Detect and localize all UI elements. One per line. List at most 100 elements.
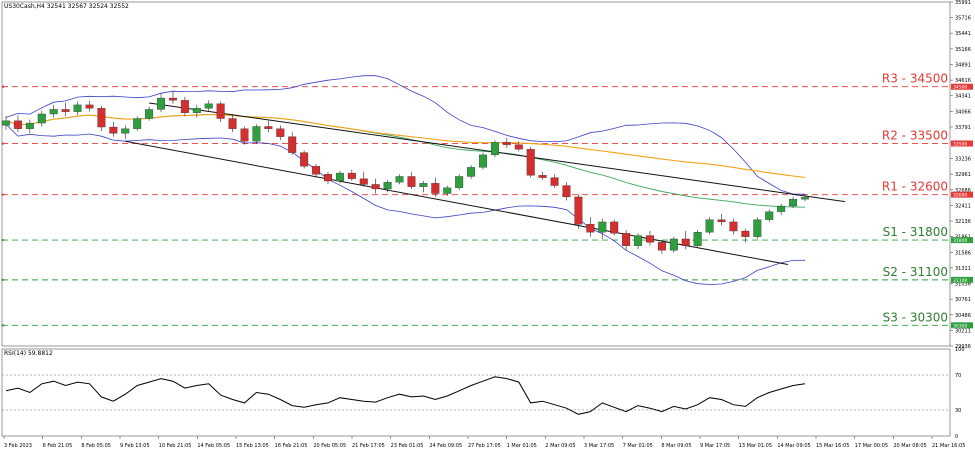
bearish-candle xyxy=(264,126,273,129)
bearish-candle xyxy=(97,108,106,128)
price-tick-label: 35991 xyxy=(955,0,971,6)
bearish-candle xyxy=(85,104,94,109)
bullish-candle xyxy=(490,142,499,156)
bearish-candle xyxy=(717,219,726,223)
price-tick-label: 35166 xyxy=(955,47,971,53)
price-tick-label: 30211 xyxy=(955,328,971,334)
level-label-s3: S3 - 30300 xyxy=(883,310,948,324)
price-tick-label: 29936 xyxy=(955,344,971,350)
bearish-candle xyxy=(312,166,321,175)
bearish-candle xyxy=(538,175,547,178)
bearish-candle xyxy=(550,177,559,186)
bearish-candle xyxy=(13,120,22,129)
bearish-candle xyxy=(61,109,70,112)
bullish-candle xyxy=(419,183,428,187)
level-tag-text: 31800 xyxy=(953,238,967,244)
rsi-label: RSI(14) 59.8812 xyxy=(4,350,53,357)
bullish-candle xyxy=(598,221,607,233)
bollinger-upper-band xyxy=(5,75,806,195)
level-marker xyxy=(1,324,5,327)
bullish-candle xyxy=(693,231,702,246)
bearish-candle xyxy=(646,235,654,243)
price-tick-label: 34616 xyxy=(955,78,971,84)
bearish-candle xyxy=(240,128,249,142)
price-tick-label: 33791 xyxy=(955,125,971,131)
rsi-tick-label: 30 xyxy=(955,408,961,414)
time-tick-label: 27 Feb 17:05 xyxy=(468,443,501,449)
level-marker xyxy=(1,278,5,282)
level-tag-text: 31100 xyxy=(953,278,967,284)
level-tag-r1 xyxy=(951,191,973,198)
price-tick-label: 31311 xyxy=(955,266,971,272)
level-marker xyxy=(1,142,5,145)
time-tick-label: 20 Mar 08:05 xyxy=(893,443,926,449)
level-label-s2: S2 - 31100 xyxy=(883,265,948,279)
bearish-candle xyxy=(180,100,189,113)
level-tag-r3 xyxy=(951,83,973,90)
time-tick-label: 8 Mar 09:05 xyxy=(661,443,691,449)
price-tick-label: 32136 xyxy=(955,219,971,225)
bullish-candle xyxy=(25,122,34,129)
level-tag-s3 xyxy=(951,322,973,329)
rsi-tick-label: 100 xyxy=(955,347,965,353)
bullish-candle xyxy=(765,211,774,220)
bearish-candle xyxy=(681,238,690,246)
bearish-candle xyxy=(276,128,285,137)
price-tick-label: 31586 xyxy=(955,250,971,256)
bullish-candle xyxy=(145,109,154,119)
rsi-tick-label: 0 xyxy=(955,434,958,440)
level-tag-text: 34500 xyxy=(953,85,967,91)
price-tick-label: 31036 xyxy=(955,282,971,288)
price-tick-label: 34891 xyxy=(955,62,971,68)
time-tick-label: 23 Feb 01:05 xyxy=(391,443,424,449)
price-tick-label: 32411 xyxy=(955,203,971,209)
bullish-candle xyxy=(395,176,404,183)
time-tick-label: 9 Mar 17:05 xyxy=(700,443,730,449)
bearish-candle xyxy=(324,174,332,182)
bearish-candle xyxy=(574,196,583,225)
time-tick-label: 21 Mar 16:05 xyxy=(932,443,965,449)
bearish-candle xyxy=(431,183,440,194)
level-label-s1: S1 - 31800 xyxy=(883,225,948,239)
bullish-candle xyxy=(204,103,213,109)
time-tick-label: 14 Mar 09:05 xyxy=(777,443,810,449)
price-tick-label: 32961 xyxy=(955,172,971,178)
bearish-candle xyxy=(168,97,177,101)
price-tick-label: 30761 xyxy=(955,297,971,303)
time-tick-label: 7 Mar 01:05 xyxy=(623,443,653,449)
time-tick-label: 17 Mar 00:05 xyxy=(855,443,888,449)
rsi-line xyxy=(5,376,806,415)
bullish-candle xyxy=(634,235,643,246)
bullish-candle xyxy=(479,154,487,168)
price-tick-label: 30486 xyxy=(955,313,971,319)
bearish-candle xyxy=(371,184,380,190)
bearish-candle xyxy=(586,224,595,233)
symbol-header: US30Cash,H4 32541 32567 32524 32552 xyxy=(4,3,129,10)
bullish-candle xyxy=(252,126,261,142)
time-tick-label: 16 Feb 21:05 xyxy=(275,443,308,449)
time-tick-label: 6 Feb 21:05 xyxy=(43,443,73,449)
moving-average-orange xyxy=(5,113,806,178)
time-tick-label: 20 Feb 05:05 xyxy=(313,443,346,449)
bullish-candle xyxy=(37,113,46,124)
level-marker xyxy=(1,238,5,242)
time-tick-label: 21 Feb 17:05 xyxy=(352,443,385,449)
bearish-candle xyxy=(741,230,750,237)
main-pane-frame xyxy=(1,1,951,347)
level-tag-s2 xyxy=(951,276,973,283)
bullish-candle xyxy=(753,219,762,237)
time-tick-label: 24 Feb 09:05 xyxy=(429,443,462,449)
bollinger-lower-band xyxy=(5,123,806,285)
bearish-candle xyxy=(610,221,619,234)
bullish-candle xyxy=(335,172,344,182)
level-marker xyxy=(1,193,5,196)
level-tag-r2 xyxy=(951,140,973,147)
level-tag-text: 30300 xyxy=(953,323,967,329)
bearish-candle xyxy=(514,144,523,150)
bearish-candle xyxy=(526,149,535,176)
rsi-tick-label: 70 xyxy=(955,373,961,379)
bullish-candle xyxy=(49,109,58,115)
price-tick-label: 34341 xyxy=(955,94,971,100)
time-tick-label: 15 Mar 16:05 xyxy=(816,443,849,449)
